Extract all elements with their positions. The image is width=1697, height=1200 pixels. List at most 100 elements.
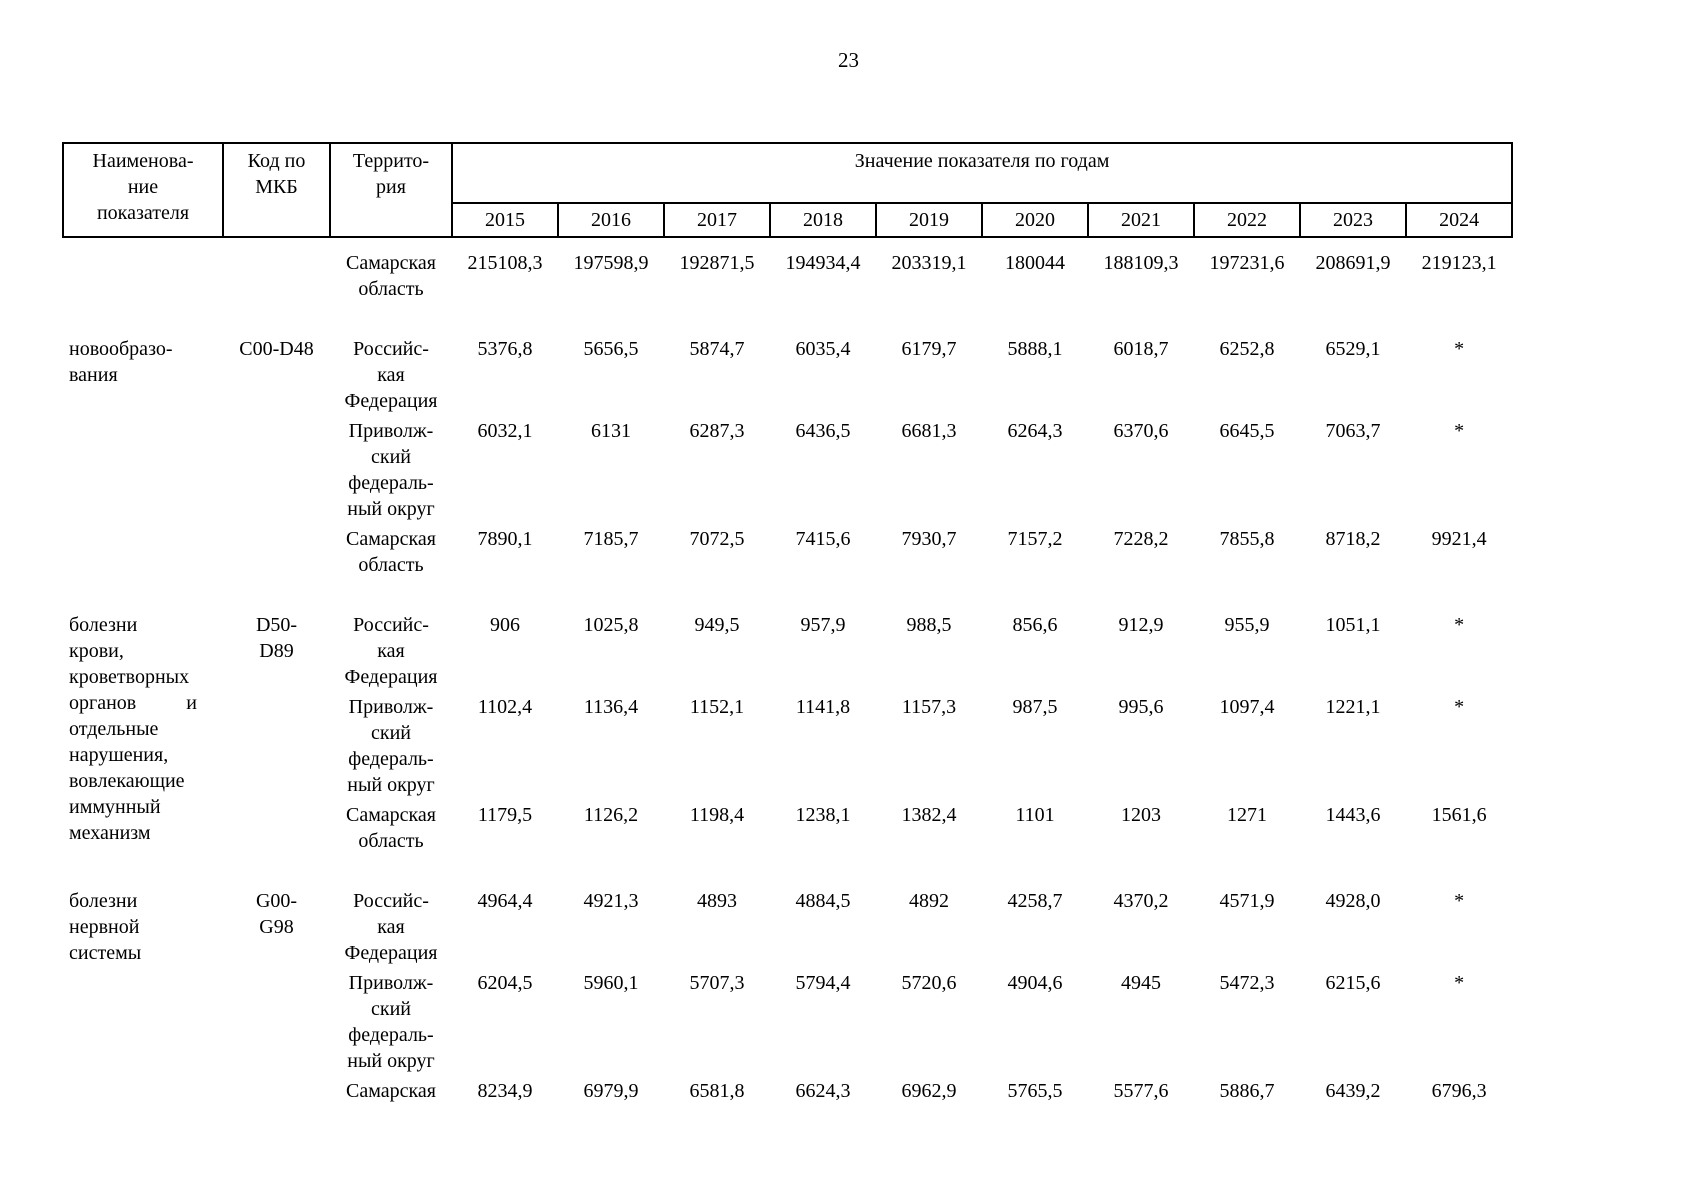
territory-cell: Самарская bbox=[346, 1080, 436, 1102]
header-year: 2015 bbox=[451, 202, 559, 238]
value-cell: 219123,1 bbox=[1421, 252, 1497, 274]
table-body: Самарская область 215108,3 197598,9 192871,… bbox=[63, 237, 1512, 1108]
value-cell: 4964,4 bbox=[477, 890, 533, 912]
value-cell: 5874,7 bbox=[689, 338, 745, 360]
value-cell: 5886,7 bbox=[1219, 1080, 1275, 1102]
value-cell: 4921,3 bbox=[583, 890, 639, 912]
value-cell: 4945 bbox=[1121, 972, 1161, 994]
header-values-span: Значение показателя по годам bbox=[450, 142, 1514, 204]
indicator-name-cell: болезни крови, кроветворных органов и от… bbox=[69, 614, 197, 844]
value-cell: 1203 bbox=[1121, 804, 1161, 826]
territory-cell: Российс- кая Федерация bbox=[344, 614, 438, 688]
value-cell: 1157,3 bbox=[901, 696, 957, 718]
value-cell: 995,6 bbox=[1118, 696, 1164, 718]
value-cell: 1221,1 bbox=[1325, 696, 1381, 718]
value-cell: 6032,1 bbox=[477, 420, 533, 442]
value-cell: 1198,4 bbox=[689, 804, 745, 826]
value-cell: 6179,7 bbox=[901, 338, 957, 360]
value-cell: 912,9 bbox=[1118, 614, 1164, 636]
value-cell: 7228,2 bbox=[1113, 528, 1169, 550]
value-cell: 6018,7 bbox=[1113, 338, 1169, 360]
table-row: Приволж- ский федераль- ный округ 1102,4 1… bbox=[63, 694, 1512, 802]
value-cell: 203319,1 bbox=[891, 252, 967, 274]
value-cell: 8718,2 bbox=[1325, 528, 1381, 550]
value-cell: 8234,9 bbox=[477, 1080, 533, 1102]
value-cell: 5794,4 bbox=[795, 972, 851, 994]
value-cell: 1102,4 bbox=[477, 696, 533, 718]
value-cell: 6287,3 bbox=[689, 420, 745, 442]
icd-code-cell: D50- D89 bbox=[255, 614, 298, 662]
header-year: 2022 bbox=[1193, 202, 1301, 238]
header-year: 2017 bbox=[663, 202, 771, 238]
value-cell: 4904,6 bbox=[1007, 972, 1063, 994]
indicator-name-cell: болезни нервной системы bbox=[69, 890, 142, 964]
value-cell: 1271 bbox=[1227, 804, 1267, 826]
value-cell: 6204,5 bbox=[477, 972, 533, 994]
value-cell: 192871,5 bbox=[679, 252, 755, 274]
header-year: 2019 bbox=[875, 202, 983, 238]
value-cell: * bbox=[1454, 420, 1465, 442]
value-cell: 7063,7 bbox=[1325, 420, 1381, 442]
table-row: Самарская область 1179,5 1126,2 1198,4 1238,… bbox=[63, 802, 1512, 888]
value-cell: 6796,3 bbox=[1431, 1080, 1487, 1102]
value-cell: 6035,4 bbox=[795, 338, 851, 360]
value-cell: 6624,3 bbox=[795, 1080, 851, 1102]
territory-cell: Приволж- ский федераль- ный округ bbox=[347, 696, 435, 796]
value-cell: 4928,0 bbox=[1325, 890, 1381, 912]
value-cell: 5888,1 bbox=[1007, 338, 1063, 360]
header-year: 2024 bbox=[1404, 202, 1514, 238]
page-number: 23 bbox=[838, 48, 859, 72]
header-year: 2021 bbox=[1087, 202, 1195, 238]
value-cell: 7185,7 bbox=[583, 528, 639, 550]
value-cell: 6215,6 bbox=[1325, 972, 1381, 994]
value-cell: * bbox=[1454, 614, 1465, 636]
icd-code-cell: C00-D48 bbox=[239, 338, 314, 360]
value-cell: 1382,4 bbox=[901, 804, 957, 826]
icd-code-cell: G00- G98 bbox=[255, 890, 298, 938]
value-cell: 1136,4 bbox=[583, 696, 639, 718]
value-cell: 6979,9 bbox=[583, 1080, 639, 1102]
value-cell: 5376,8 bbox=[477, 338, 533, 360]
icd-code-cell bbox=[223, 237, 330, 336]
territory-cell: Приволж- ский федераль- ный округ bbox=[347, 972, 435, 1072]
header-year: 2018 bbox=[769, 202, 877, 238]
table-header: Наименова- ние показателя Код по МКБ Тер… bbox=[62, 142, 1514, 238]
value-cell: 1179,5 bbox=[477, 804, 533, 826]
value-cell: 6439,2 bbox=[1325, 1080, 1381, 1102]
value-cell: 1051,1 bbox=[1325, 614, 1381, 636]
value-cell: 197231,6 bbox=[1209, 252, 1285, 274]
value-cell: 856,6 bbox=[1012, 614, 1058, 636]
header-year: 2023 bbox=[1299, 202, 1407, 238]
value-cell: 7855,8 bbox=[1219, 528, 1275, 550]
value-cell: 988,5 bbox=[906, 614, 952, 636]
value-cell: 6681,3 bbox=[901, 420, 957, 442]
header-year: 2020 bbox=[981, 202, 1089, 238]
value-cell: 7157,2 bbox=[1007, 528, 1063, 550]
header-territory: Террито- рия bbox=[329, 142, 453, 238]
header-year: 2016 bbox=[557, 202, 665, 238]
value-cell: 6252,8 bbox=[1219, 338, 1275, 360]
value-cell: 4893 bbox=[697, 890, 737, 912]
value-cell: 6962,9 bbox=[901, 1080, 957, 1102]
value-cell: 1141,8 bbox=[795, 696, 851, 718]
value-cell: 6131 bbox=[591, 420, 631, 442]
territory-cell: Самарская область bbox=[346, 528, 436, 576]
value-cell: 5472,3 bbox=[1219, 972, 1275, 994]
value-cell: 1097,4 bbox=[1219, 696, 1275, 718]
value-cell: 1443,6 bbox=[1325, 804, 1381, 826]
value-cell: 5656,5 bbox=[583, 338, 639, 360]
value-cell: 1025,8 bbox=[583, 614, 639, 636]
value-cell: 7415,6 bbox=[795, 528, 851, 550]
value-cell: 6436,5 bbox=[795, 420, 851, 442]
value-cell: 1238,1 bbox=[795, 804, 851, 826]
territory-cell: Приволж- ский федераль- ный округ bbox=[347, 420, 435, 520]
value-cell: 194934,4 bbox=[785, 252, 861, 274]
value-cell: 197598,9 bbox=[573, 252, 649, 274]
value-cell: * bbox=[1454, 972, 1465, 994]
value-cell: 5577,6 bbox=[1113, 1080, 1169, 1102]
value-cell: 215108,3 bbox=[467, 252, 543, 274]
value-cell: * bbox=[1454, 890, 1465, 912]
territory-cell: Самарская область bbox=[346, 252, 436, 300]
value-cell: 4571,9 bbox=[1219, 890, 1275, 912]
